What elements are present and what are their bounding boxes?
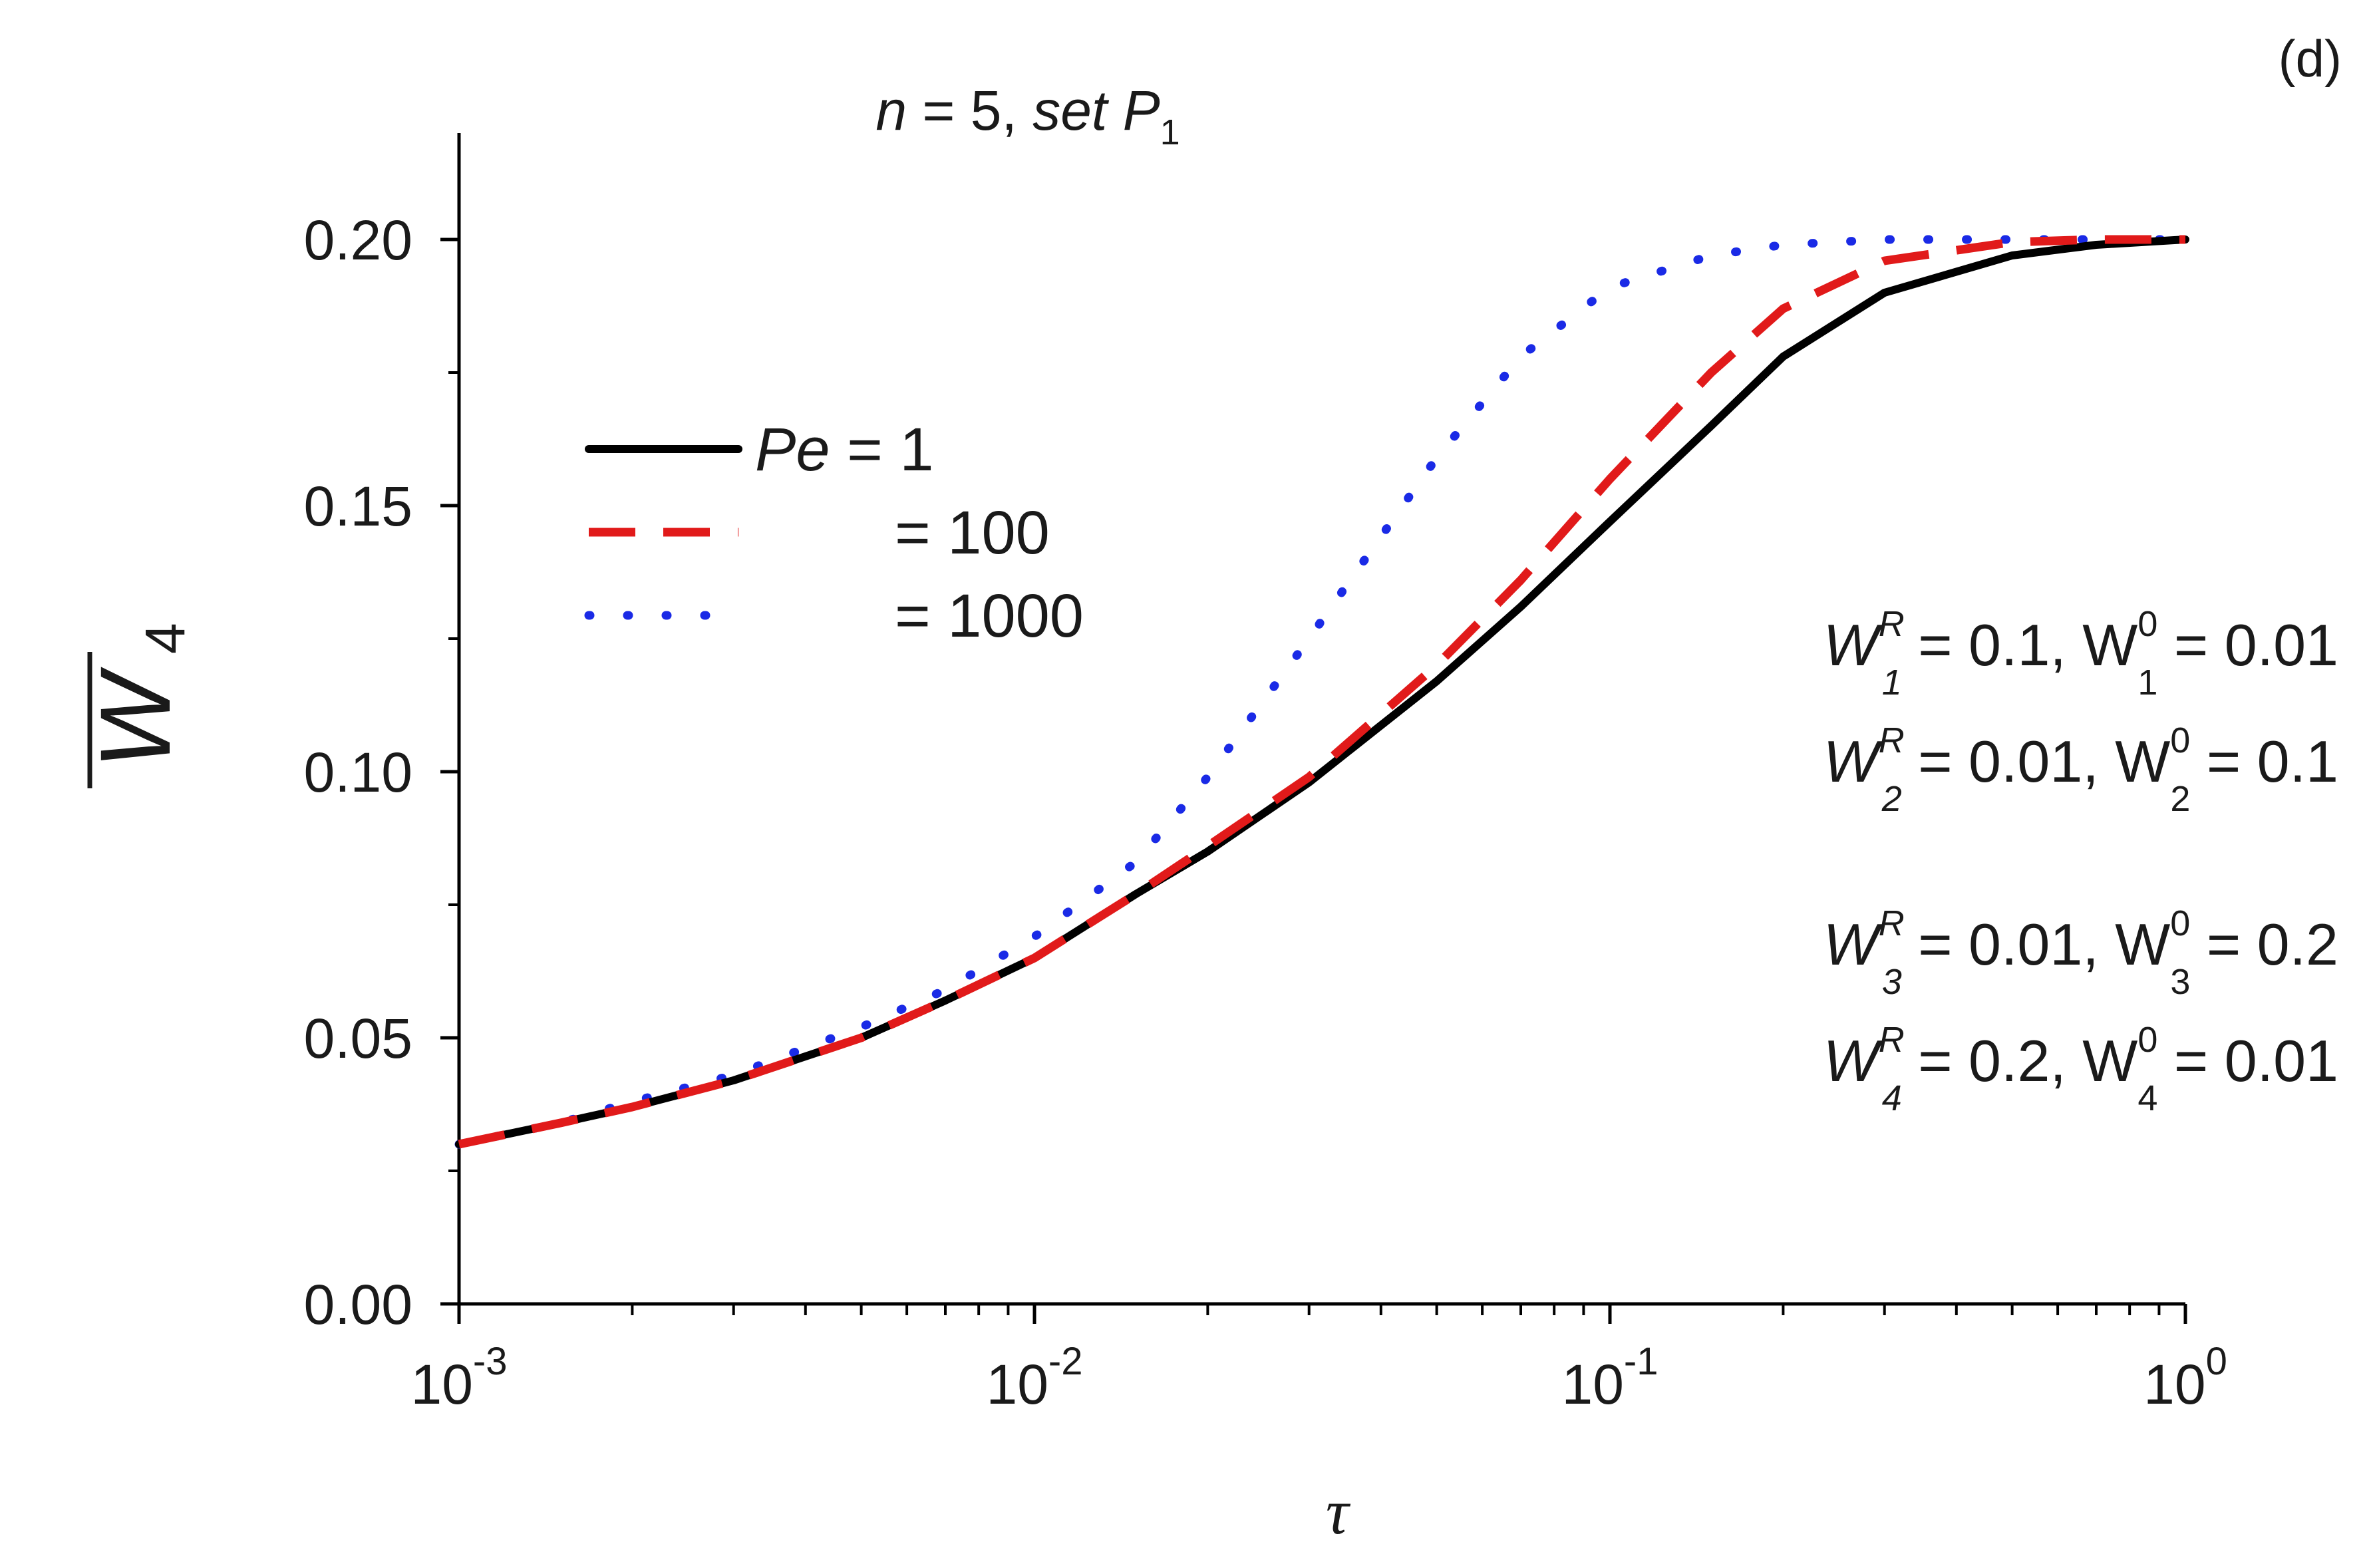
- y-tick-label: 0.05: [304, 1007, 413, 1070]
- x-tick-label: 100: [2143, 1340, 2227, 1416]
- condition-note: WR 3 = 0.01, W0 3 = 0.2: [1823, 903, 2338, 1002]
- svg-text:4: 4: [134, 623, 196, 654]
- series-line-pe-100: [458, 235, 2185, 1149]
- y-axis-label: W 4: [79, 623, 196, 788]
- y-tick-label: 0.00: [304, 1273, 413, 1336]
- legend-label: = 100: [895, 499, 1050, 567]
- condition-note: WR 2 = 0.01, W0 2 = 0.1: [1823, 720, 2338, 819]
- x-tick-label: 10-2: [986, 1340, 1082, 1416]
- x-tick-label: 10-3: [410, 1340, 507, 1416]
- chart-title: n = 5, set P1: [875, 79, 1180, 152]
- series-line-pe-1000: [454, 235, 2190, 1149]
- panel-label: (d): [2279, 29, 2342, 88]
- condition-note: WR 1 = 0.1, W0 1 = 0.01: [1823, 604, 2338, 703]
- y-tick-label: 0.10: [304, 741, 413, 804]
- axes: [457, 133, 2185, 1306]
- ticks: [440, 237, 2187, 1324]
- legend: Pe = 1 = 100 = 1000: [584, 416, 1084, 650]
- y-tick-label: 0.15: [304, 475, 413, 538]
- condition-note: WR 4 = 0.2, W0 4 = 0.01: [1823, 1020, 2338, 1118]
- svg-text:W: W: [79, 667, 191, 769]
- series-line-pe-1: [455, 235, 2189, 1148]
- x-tick-label: 10-1: [1561, 1340, 1658, 1416]
- tick-labels: 0.00 0.05 0.10 0.15 0.20 10-3 10-2 10-1 100: [304, 209, 2227, 1416]
- legend-label: = 1000: [895, 582, 1084, 650]
- x-axis-label: τ: [1326, 1476, 1351, 1547]
- annotations: WR 1 = 0.1, W0 1 = 0.01 WR 2 = 0.01, W0 2 = 0…: [1823, 604, 2338, 1118]
- y-tick-label: 0.20: [304, 209, 413, 271]
- legend-label: Pe = 1: [755, 416, 934, 484]
- series-layer: [454, 235, 2190, 1149]
